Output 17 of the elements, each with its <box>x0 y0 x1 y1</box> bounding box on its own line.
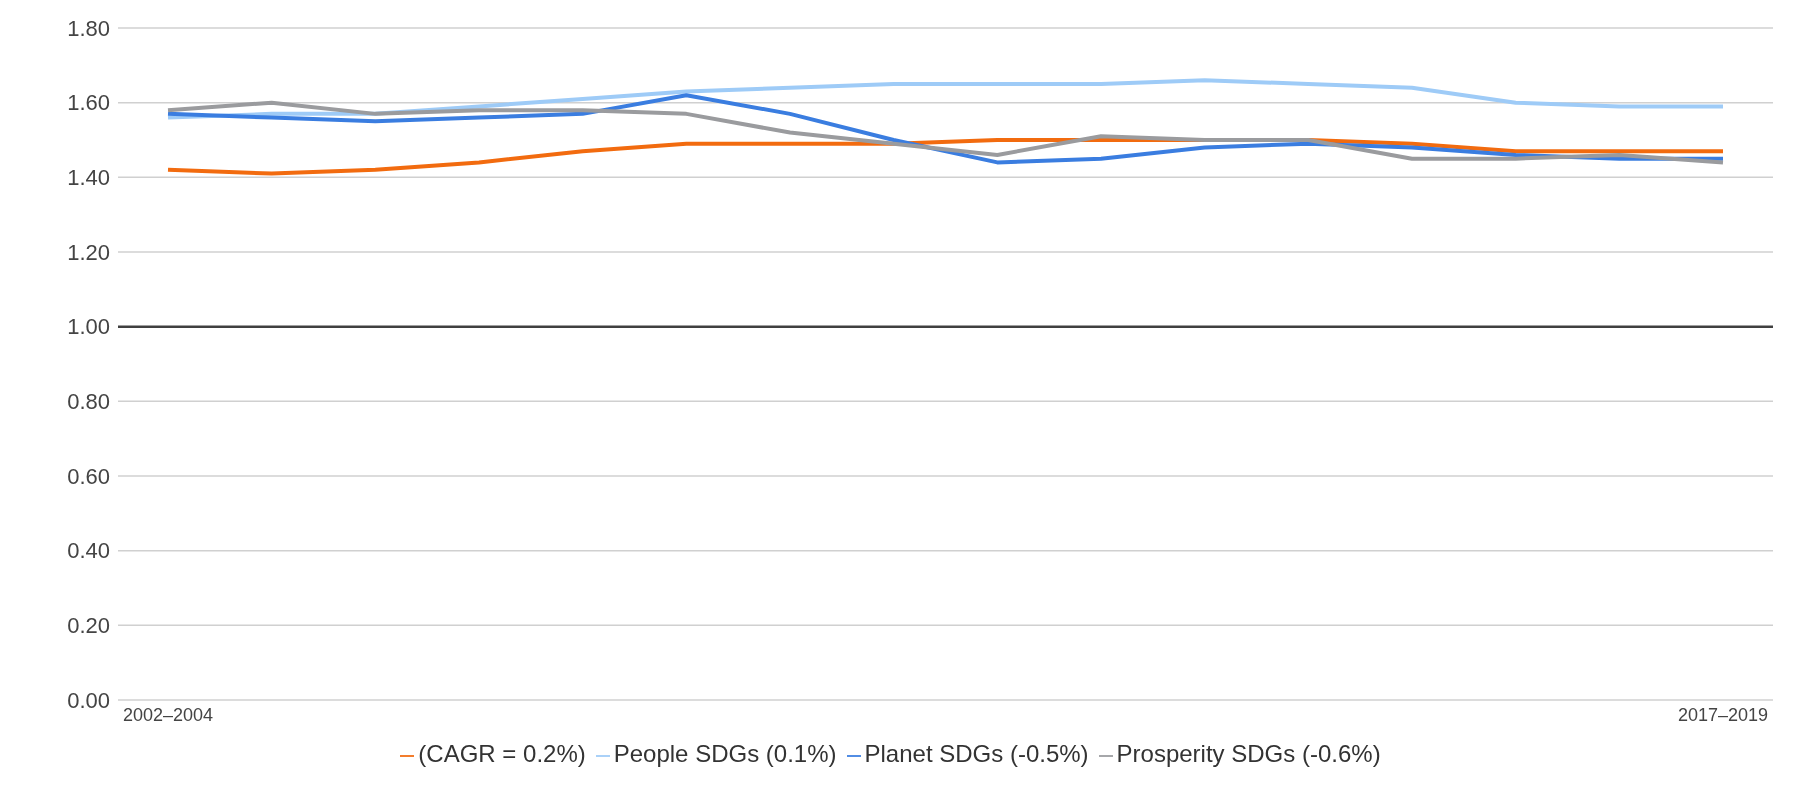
y-tick-label: 1.00 <box>67 314 110 340</box>
legend-label: People SDGs (0.1%) <box>613 740 837 767</box>
y-tick-label: 1.20 <box>67 239 110 265</box>
y-tick-label: 0.40 <box>67 538 110 564</box>
line-series <box>166 78 1725 120</box>
legend-label: (CAGR = 0.2%) <box>418 740 586 767</box>
y-tick-label: 1.40 <box>67 165 110 191</box>
y-tick-label: 1.80 <box>67 15 110 41</box>
y-tick-label: 0.60 <box>67 463 110 489</box>
y-tick-label: 1.60 <box>67 90 110 116</box>
legend-label: Planet SDGs (-0.5%) <box>864 740 1089 767</box>
y-tick-label: 0.80 <box>67 389 110 415</box>
x-tick-label: 2002–2004 <box>122 704 214 725</box>
legend-label: Prosperity SDGs (-0.6%) <box>1116 740 1381 767</box>
y-tick-label: 0.00 <box>67 687 110 713</box>
x-tick-label: 2017–2019 <box>1677 704 1769 725</box>
y-tick-label: 0.20 <box>67 613 110 639</box>
